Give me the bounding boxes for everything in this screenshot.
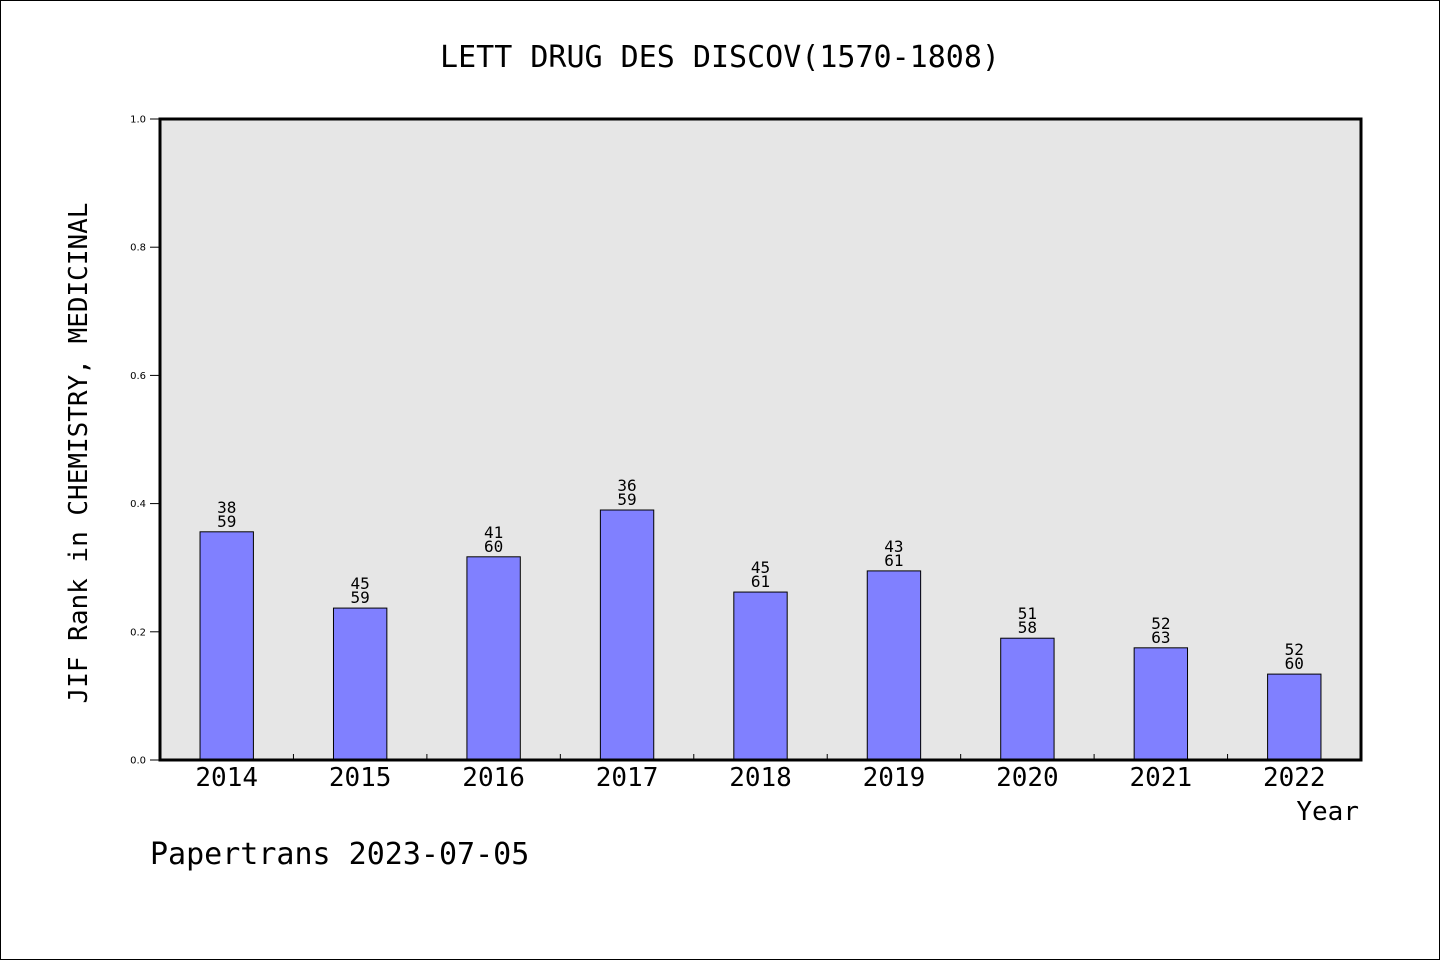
bar-label-total: 58 — [1018, 618, 1037, 637]
x-tick-label: 2020 — [996, 763, 1059, 793]
bar-2019 — [866, 570, 922, 761]
x-tick-label: 2021 — [1130, 763, 1193, 793]
bar-label-total: 63 — [1151, 628, 1170, 647]
plot-frame — [158, 117, 1363, 762]
bar-label-total: 61 — [884, 551, 903, 570]
footer-credit: Papertrans 2023-07-05 — [150, 837, 529, 872]
x-tick-label: 2014 — [195, 763, 258, 793]
bar-2015 — [332, 607, 388, 761]
bar-label-total: 59 — [217, 512, 236, 531]
x-tick-label: 2015 — [329, 763, 392, 793]
bar-label-rank: 45 — [751, 558, 770, 577]
y-axis-ticks: 0.0 0.2 0.4 0.6 0.8 1.0 — [130, 115, 160, 767]
bar-label-rank: 45 — [351, 574, 370, 593]
bar-label-total: 60 — [1285, 654, 1304, 673]
x-axis-label: Year — [1296, 797, 1359, 827]
bar-label-rank: 43 — [884, 537, 903, 556]
y-tick-label: 1.0 — [130, 115, 146, 126]
bar-label-total: 59 — [351, 588, 370, 607]
chart-title: LETT DRUG DES DISCOV(1570-1808) — [440, 40, 1000, 75]
x-tick-label: 2022 — [1263, 763, 1326, 793]
y-tick-label: 0.4 — [130, 499, 146, 510]
bar-label-total: 60 — [484, 537, 503, 556]
y-tick-label: 0.0 — [130, 756, 146, 767]
bar-label-total: 61 — [751, 572, 770, 591]
bar-label-rank: 52 — [1285, 640, 1304, 659]
bar-2016 — [466, 556, 521, 761]
bar-series — [199, 509, 1322, 761]
bar-label-total: 59 — [617, 490, 636, 509]
bar-label-rank: 38 — [217, 498, 236, 517]
bar-2022 — [1267, 673, 1322, 761]
bar-2021 — [1133, 647, 1189, 761]
x-axis-ticks: 2014 2015 2016 2017 2018 2019 2020 2021 2022 — [195, 754, 1326, 793]
y-axis-label: JIF Rank in CHEMISTRY, MEDICINAL — [64, 203, 94, 704]
y-tick-label: 0.8 — [130, 243, 146, 254]
bar-label-rank: 41 — [484, 523, 503, 542]
bar-2017 — [599, 509, 655, 761]
bar-2018 — [733, 591, 788, 761]
x-tick-label: 2017 — [596, 763, 659, 793]
y-tick-label: 0.6 — [130, 371, 146, 382]
x-tick-label: 2018 — [729, 763, 792, 793]
bar-label-rank: 36 — [617, 476, 636, 495]
bar-2020 — [1000, 637, 1055, 761]
bar-label-rank: 52 — [1151, 614, 1170, 633]
bar-label-rank: 51 — [1018, 604, 1037, 623]
x-tick-label: 2019 — [863, 763, 926, 793]
y-tick-label: 0.2 — [130, 627, 146, 638]
bar-2014 — [199, 531, 254, 761]
x-tick-label: 2016 — [462, 763, 525, 793]
